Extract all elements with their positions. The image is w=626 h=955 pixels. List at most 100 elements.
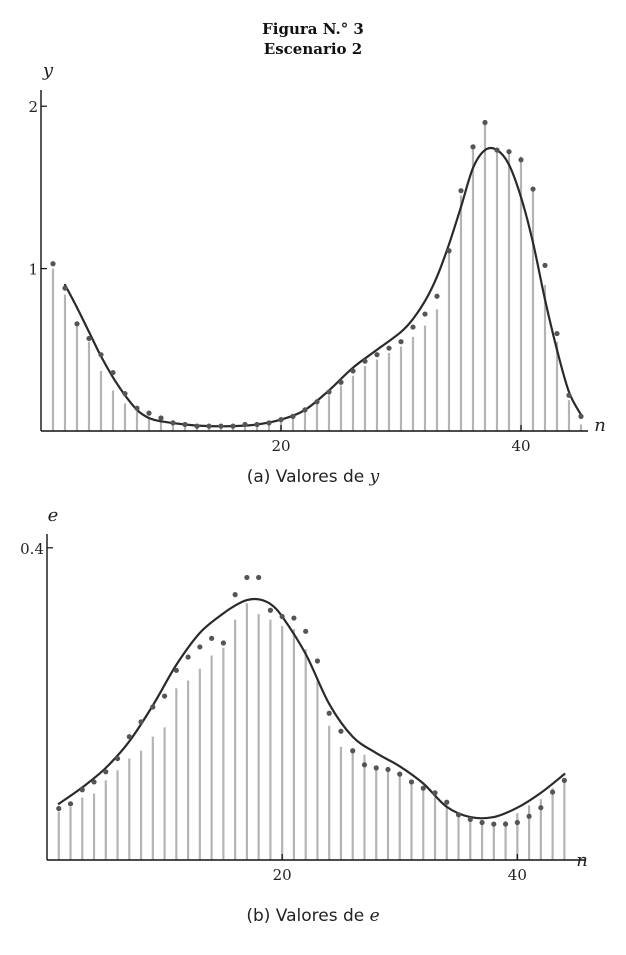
data-point [502, 821, 509, 827]
data-point [554, 330, 560, 337]
data-point [98, 352, 104, 358]
fitted-curve [57, 597, 566, 820]
data-point [122, 391, 128, 397]
data-point [56, 805, 62, 812]
caption-b: (b) Valores de e [0, 906, 626, 926]
data-point [182, 421, 188, 428]
data-point [455, 812, 462, 818]
data-point [338, 379, 344, 385]
data-point [114, 755, 121, 762]
chart-panel-b: 20 40 0.4e n [20, 505, 588, 884]
data-point [291, 615, 297, 621]
data-point [420, 785, 426, 791]
data-point [158, 415, 164, 421]
data-point [197, 644, 203, 650]
data-point [91, 779, 97, 785]
data-point [408, 779, 415, 785]
x-tick-label: 20 [271, 437, 290, 455]
data-point [126, 734, 132, 740]
figure-title-line2: Escenario 2 [263, 40, 363, 58]
data-point [79, 787, 85, 793]
data-point [446, 248, 452, 254]
data-point [185, 654, 191, 660]
data-point [550, 789, 556, 795]
data-point [302, 407, 308, 413]
data-point [209, 635, 215, 641]
caption-b-var: e [369, 906, 380, 926]
data-point [470, 144, 476, 150]
x-axis-label: n [576, 850, 588, 871]
data-point [267, 607, 274, 613]
x-tick-label: 40 [508, 866, 527, 884]
data-point [385, 766, 391, 773]
data-point [491, 821, 497, 827]
fitted-curve [63, 146, 583, 428]
data-point [467, 816, 473, 823]
data-point [138, 719, 144, 725]
data-point [314, 658, 321, 664]
data-point [542, 262, 548, 268]
data-point [170, 420, 176, 426]
data-point [314, 399, 320, 405]
data-point [432, 790, 438, 796]
data-point [326, 710, 332, 716]
data-point [279, 613, 285, 620]
data-point [530, 186, 536, 192]
data-point [244, 574, 250, 581]
y-tick-label: 2 [28, 98, 38, 116]
data-point [218, 423, 224, 429]
data-point [361, 762, 368, 768]
data-point [350, 368, 356, 374]
y-axis-label: e [48, 505, 59, 526]
data-point [230, 423, 236, 429]
data-point [362, 358, 368, 364]
data-point [518, 157, 524, 163]
data-point [482, 119, 488, 126]
data-point [266, 420, 272, 426]
data-point [538, 805, 544, 811]
data-point [242, 421, 248, 428]
y-tick-label: 1 [28, 261, 38, 279]
y-axis-label: y [42, 60, 54, 81]
data-point [350, 748, 356, 754]
data-point [422, 311, 428, 317]
y-tick-label: 0.4 [20, 540, 44, 558]
caption-b-prefix: (b) Valores de [246, 906, 365, 926]
data-point [526, 813, 532, 819]
figure-title: Figura N.° 3 Escenario 2 [0, 19, 626, 59]
data-point [410, 324, 416, 330]
data-point [397, 771, 403, 777]
data-point [103, 769, 109, 775]
data-point [578, 413, 584, 419]
caption-a-prefix: (a) Valores de [246, 467, 365, 487]
data-point [278, 417, 284, 423]
data-point [254, 421, 260, 428]
x-axis-label: n [594, 415, 606, 436]
chart-panel-a: 20 40 1 2y n [28, 60, 606, 455]
data-point [290, 413, 296, 419]
data-point [398, 339, 404, 345]
data-point [110, 369, 116, 376]
data-point [514, 819, 520, 826]
figure-title-line1: Figura N.° 3 [262, 20, 364, 38]
data-point [506, 149, 512, 155]
data-point [256, 574, 262, 581]
data-point [62, 285, 68, 291]
data-point [220, 640, 226, 646]
caption-a-var: y [369, 467, 380, 487]
data-point [86, 335, 92, 342]
data-point [303, 628, 309, 634]
data-point [50, 261, 56, 267]
data-point [67, 801, 74, 807]
data-point [434, 293, 440, 299]
data-point [146, 410, 152, 416]
data-point [194, 423, 200, 429]
data-point [173, 667, 179, 673]
data-point [479, 819, 485, 826]
data-point [134, 405, 140, 411]
data-point [494, 147, 500, 153]
data-point [374, 352, 380, 358]
x-tick-label: 20 [273, 866, 292, 884]
data-point [150, 704, 156, 710]
data-point [444, 799, 450, 805]
